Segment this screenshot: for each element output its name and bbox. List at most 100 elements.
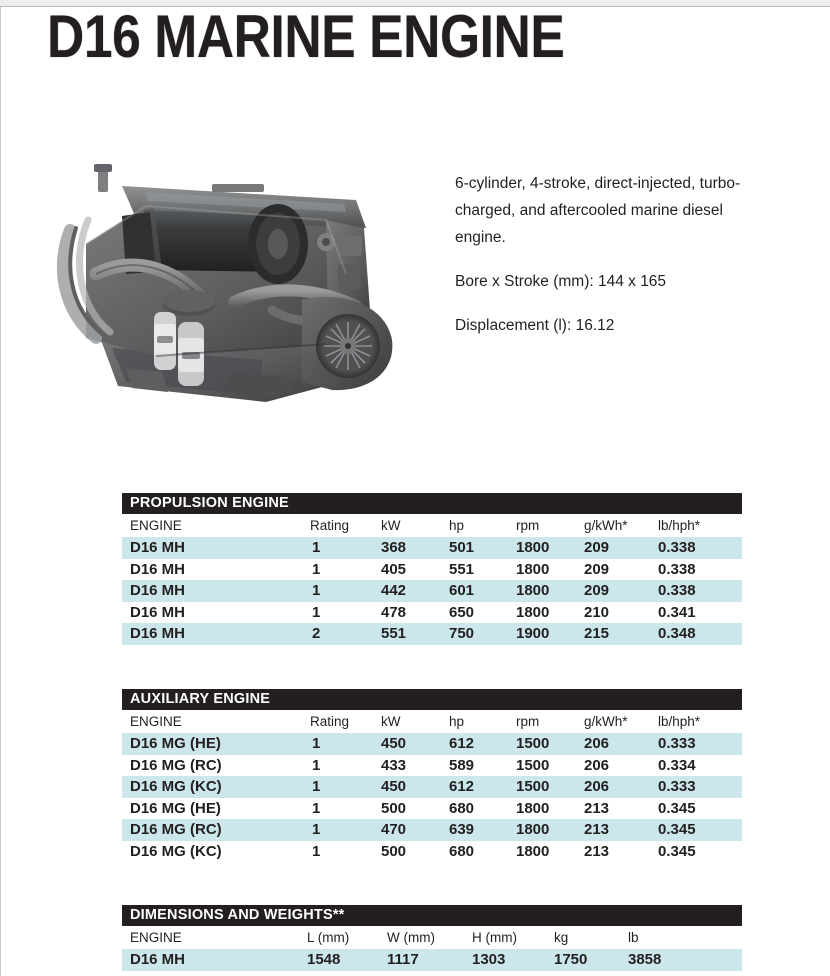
cell-hp: 639 <box>449 821 475 838</box>
column-header-kg: kg <box>554 930 569 945</box>
cell-engine: D16 MH <box>130 582 186 599</box>
column-header-rating: Rating <box>310 518 350 533</box>
cell-gkwh: 213 <box>584 799 610 817</box>
cell-gkwh: 206 <box>584 756 610 774</box>
propulsion-engine-table: PROPULSION ENGINE ENGINE Rating kW hp rp… <box>122 493 742 645</box>
cell-hp: 650 <box>449 603 475 621</box>
dimensions-weights-table: DIMENSIONS AND WEIGHTS** ENGINE L (mm) W… <box>122 905 742 971</box>
column-header-lbhph: lb/hph* <box>658 518 701 533</box>
cell-kw: 500 <box>381 842 407 860</box>
description-displacement: Displacement (l): 16.12 <box>455 317 615 334</box>
cell-rpm: 1500 <box>516 756 550 774</box>
cell-length-mm: 1548 <box>307 951 341 968</box>
cell-kg: 1750 <box>554 951 588 968</box>
cell-kw: 405 <box>381 560 407 578</box>
window-top-strip <box>0 0 830 7</box>
cell-lbhph: 0.345 <box>658 821 696 838</box>
cell-gkwh: 213 <box>584 842 610 860</box>
cell-rpm: 1800 <box>516 603 550 621</box>
cell-rpm: 1800 <box>516 582 550 599</box>
cell-lbhph: 0.334 <box>658 756 696 774</box>
cell-kw: 500 <box>381 799 407 817</box>
cell-rating: 2 <box>312 625 321 642</box>
cell-lbhph: 0.348 <box>658 625 696 642</box>
cell-hp: 750 <box>449 625 475 642</box>
cell-kw: 478 <box>381 603 407 621</box>
cell-kw: 368 <box>381 539 407 556</box>
cell-hp: 680 <box>449 842 475 860</box>
column-header-kw: kW <box>381 518 401 533</box>
cell-gkwh: 206 <box>584 735 610 752</box>
cell-engine: D16 MG (RC) <box>130 756 222 774</box>
cell-engine: D16 MH <box>130 951 186 968</box>
column-header-width-mm: W (mm) <box>387 930 435 945</box>
cell-lbhph: 0.338 <box>658 582 696 599</box>
cell-rating: 1 <box>312 582 321 599</box>
description-bore-stroke: Bore x Stroke (mm): 144 x 165 <box>455 273 667 290</box>
cell-rpm: 1800 <box>516 560 550 578</box>
cell-hp: 501 <box>449 539 475 556</box>
cell-engine: D16 MG (HE) <box>130 735 221 752</box>
table-row: D16 MH 2 551 750 1900 215 0.348 <box>122 623 742 645</box>
propulsion-table-banner: PROPULSION ENGINE <box>122 493 742 514</box>
column-header-gkwh: g/kWh* <box>584 518 628 533</box>
cell-rating: 1 <box>312 799 321 817</box>
cell-rpm: 1800 <box>516 539 550 556</box>
engine-description: 6-cylinder, 4-stroke, direct-injected, t… <box>455 170 765 339</box>
table-row: D16 MG (HE) 1 450 612 1500 206 0.333 <box>122 733 742 755</box>
page-left-rule <box>0 7 1 976</box>
cell-kw: 442 <box>381 582 407 599</box>
cell-gkwh: 209 <box>584 560 610 578</box>
cell-rating: 1 <box>312 778 321 795</box>
cell-lbhph: 0.338 <box>658 560 696 578</box>
cell-hp: 612 <box>449 735 475 752</box>
cell-rating: 1 <box>312 735 321 752</box>
cell-gkwh: 206 <box>584 778 610 795</box>
table-row: D16 MG (KC) 1 450 612 1500 206 0.333 <box>122 776 742 798</box>
cell-kw: 450 <box>381 778 407 795</box>
cell-lbhph: 0.338 <box>658 539 696 556</box>
column-header-hp: hp <box>449 518 465 533</box>
cell-engine: D16 MH <box>130 539 186 556</box>
column-header-lbhph: lb/hph* <box>658 714 701 729</box>
cell-rating: 1 <box>312 560 321 578</box>
cell-engine: D16 MG (RC) <box>130 821 222 838</box>
cell-rating: 1 <box>312 842 321 860</box>
table-row: D16 MG (KC) 1 500 680 1800 213 0.345 <box>122 841 742 863</box>
cell-lbhph: 0.333 <box>658 778 696 795</box>
cell-engine: D16 MG (KC) <box>130 842 222 860</box>
auxiliary-engine-table: AUXILIARY ENGINE ENGINE Rating kW hp rpm… <box>122 689 742 862</box>
cell-hp: 601 <box>449 582 475 599</box>
column-header-hp: hp <box>449 714 465 729</box>
cell-rpm: 1900 <box>516 625 550 642</box>
column-header-engine: ENGINE <box>130 518 182 533</box>
table-row: D16 MH 1 478 650 1800 210 0.341 <box>122 602 742 624</box>
cell-width-mm: 1117 <box>387 951 419 968</box>
cell-lb: 3858 <box>628 951 662 968</box>
column-header-lb: lb <box>628 930 639 945</box>
cell-rating: 1 <box>312 603 321 621</box>
table-row: D16 MH 1 368 501 1800 209 0.338 <box>122 537 742 559</box>
cell-kw: 551 <box>381 625 407 642</box>
cell-gkwh: 213 <box>584 821 610 838</box>
column-header-rating: Rating <box>310 714 350 729</box>
cell-rating: 1 <box>312 539 321 556</box>
table-row: D16 MH 1 405 551 1800 209 0.338 <box>122 559 742 581</box>
column-header-gkwh: g/kWh* <box>584 714 628 729</box>
cell-engine: D16 MH <box>130 625 186 642</box>
cell-gkwh: 209 <box>584 539 610 556</box>
cell-kw: 470 <box>381 821 407 838</box>
cell-lbhph: 0.333 <box>658 735 696 752</box>
dimensions-table-banner: DIMENSIONS AND WEIGHTS** <box>122 905 742 926</box>
cell-rating: 1 <box>312 756 321 774</box>
cell-kw: 450 <box>381 735 407 752</box>
column-header-engine: ENGINE <box>130 930 182 945</box>
cell-engine: D16 MG (KC) <box>130 778 222 795</box>
cell-engine: D16 MH <box>130 560 186 578</box>
cell-gkwh: 209 <box>584 582 610 599</box>
table-row: D16 MH 1548 1117 1303 1750 3858 <box>122 949 742 971</box>
column-header-length-mm: L (mm) <box>307 930 350 945</box>
table-row: D16 MG (HE) 1 500 680 1800 213 0.345 <box>122 798 742 820</box>
cell-rpm: 1800 <box>516 799 550 817</box>
